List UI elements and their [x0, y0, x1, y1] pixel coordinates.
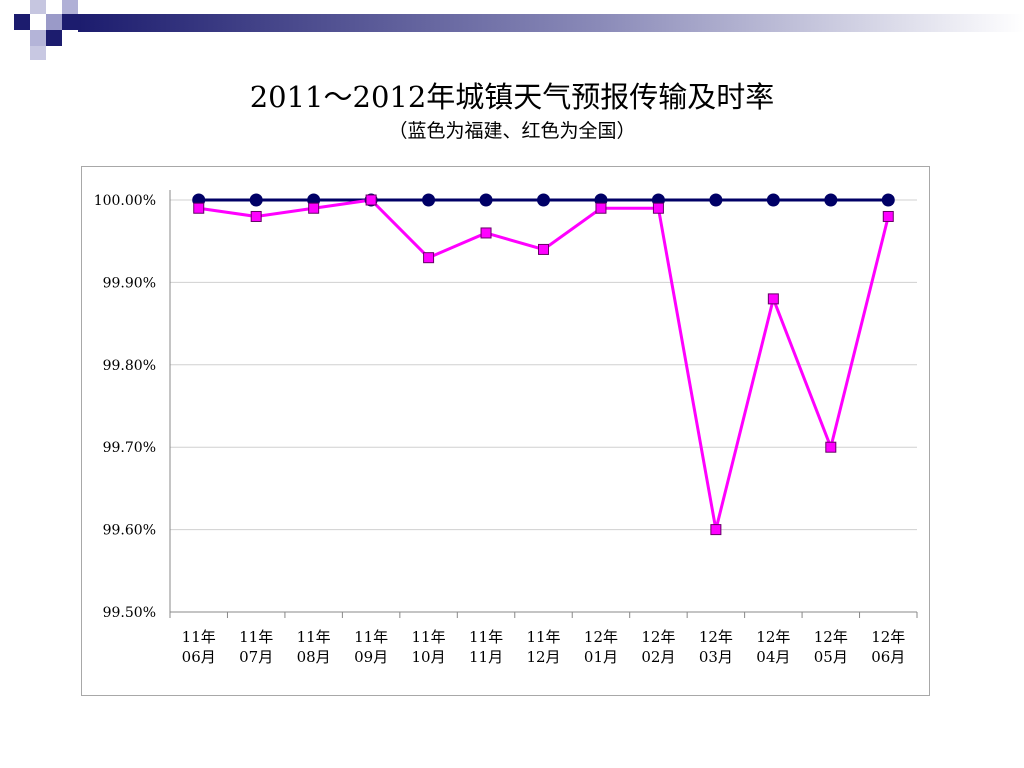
- x-tick-label: 11年 07月: [239, 628, 273, 666]
- data-point-square: [710, 524, 722, 536]
- data-point-circle: [709, 193, 723, 207]
- data-point-square: [193, 202, 205, 214]
- x-tick-label: 12年 06月: [871, 628, 905, 666]
- slide-subtitle: （蓝色为福建、红色为全国）: [388, 120, 636, 142]
- y-tick-label: 100.00%: [94, 193, 156, 209]
- data-point-square: [423, 252, 435, 264]
- x-tick-label: 11年 12月: [526, 628, 560, 666]
- slide-title: 2011～2012年城镇天气预报传输及时率: [249, 80, 775, 114]
- y-axis-labels: 99.50% 99.60% 99.70% 99.80% 99.90% 100.00%: [94, 193, 156, 621]
- data-point-circle: [422, 193, 436, 207]
- data-point-circle: [766, 193, 780, 207]
- data-point-square: [538, 243, 549, 255]
- y-tick-label: 99.60%: [103, 523, 156, 539]
- x-tick-label: 12年 02月: [641, 628, 675, 666]
- y-tick-label: 99.80%: [103, 358, 156, 374]
- data-point-circle: [479, 193, 493, 207]
- y-tick-label: 99.90%: [103, 275, 156, 291]
- axes: [169, 190, 918, 618]
- decorative-header-bar: [14, 0, 1024, 60]
- x-tick-label: 11年 08月: [297, 628, 331, 666]
- data-point-circle: [824, 193, 838, 207]
- data-point-square: [308, 202, 320, 214]
- chart-frame: 99.50% 99.60% 99.70% 99.80% 99.90% 100.00% 11…: [81, 166, 930, 696]
- data-point-square: [825, 441, 837, 453]
- data-point-square: [652, 202, 664, 214]
- y-tick-label: 99.50%: [103, 605, 156, 621]
- data-point-square: [767, 293, 779, 305]
- x-tick-label: 12年 05月: [814, 628, 848, 666]
- data-point-square: [595, 202, 607, 214]
- x-tick-label: 12年 04月: [756, 628, 790, 666]
- x-axis-labels: 11年 06月 11年 07月 11年 08月 11年 09月 11年 10月 11年 11月 11年 1…: [182, 628, 906, 666]
- data-series: [192, 193, 895, 536]
- data-point-circle: [249, 193, 263, 207]
- data-point-circle: [537, 193, 550, 207]
- data-point-square: [365, 194, 377, 206]
- x-tick-label: 11年 09月: [354, 628, 388, 666]
- x-tick-label: 11年 06月: [182, 628, 216, 666]
- data-point-square: [882, 210, 894, 222]
- x-tick-label: 12年 01月: [584, 628, 618, 666]
- x-tick-label: 12年 03月: [699, 628, 733, 666]
- x-tick-label: 11年 11月: [469, 628, 503, 666]
- x-tick-label: 11年 10月: [412, 628, 446, 666]
- data-point-square: [250, 210, 262, 222]
- y-tick-label: 99.70%: [103, 440, 156, 456]
- line-chart: 99.50% 99.60% 99.70% 99.80% 99.90% 100.00% 11…: [94, 190, 918, 666]
- data-point-circle: [881, 193, 895, 207]
- data-point-square: [480, 227, 492, 239]
